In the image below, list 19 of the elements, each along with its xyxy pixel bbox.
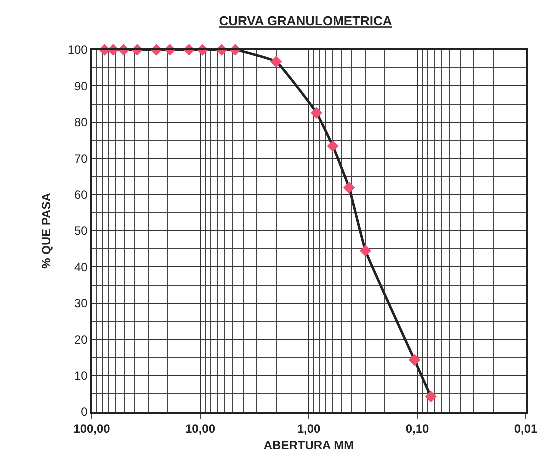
y-tick-label: 60	[74, 188, 88, 202]
x-tick-label: 10,00	[185, 422, 216, 436]
y-tick-label: 100	[68, 43, 88, 58]
y-tick-label: 30	[74, 296, 88, 311]
y-axis-title: % QUE PASA	[40, 192, 54, 269]
chart-title: CURVA GRANULOMETRICA	[219, 14, 393, 29]
y-tick-label: 50	[74, 224, 88, 238]
x-tick-label: 0,10	[406, 422, 430, 436]
x-tick-label: 0,01	[514, 422, 538, 436]
y-tick-label: 0	[81, 405, 88, 420]
y-tick-label: 70	[74, 152, 88, 166]
y-tick-label: 20	[74, 332, 88, 347]
y-tick-label: 40	[74, 260, 88, 274]
y-tick-label: 80	[74, 116, 88, 130]
y-tick-label: 10	[74, 369, 88, 383]
x-tick-label: 100,00	[74, 422, 111, 436]
x-axis-title: ABERTURA MM	[264, 438, 354, 453]
x-tick-label: 1,00	[297, 422, 321, 436]
y-tick-label: 90	[74, 79, 88, 94]
